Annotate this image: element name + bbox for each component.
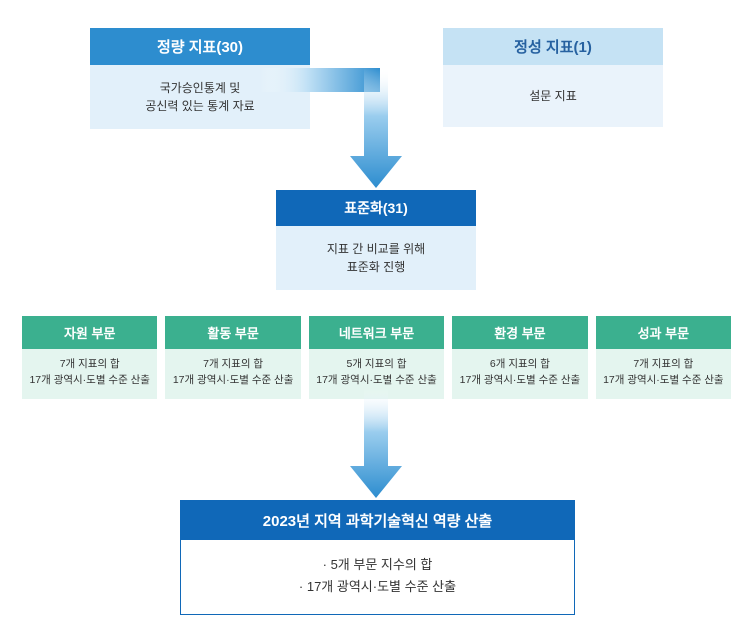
sector-environment: 환경 부문 6개 지표의 합 17개 광역시·도별 수준 산출 (452, 316, 587, 399)
sector-line1: 5개 지표의 합 (311, 357, 442, 373)
std-desc-line2: 표준화 진행 (280, 258, 472, 276)
sector-header: 활동 부문 (165, 316, 300, 349)
standardize-title: 표준화(31) (276, 190, 476, 226)
sector-line1: 7개 지표의 합 (167, 357, 298, 373)
sector-activity: 활동 부문 7개 지표의 합 17개 광역시·도별 수준 산출 (165, 316, 300, 399)
sector-body: 7개 지표의 합 17개 광역시·도별 수준 산출 (596, 349, 731, 399)
final-title: 2023년 지역 과학기술혁신 역량 산출 (181, 501, 574, 540)
horizontal-arrow (260, 60, 430, 100)
qual-box: 정성 지표(1) 설문 지표 (443, 28, 663, 129)
sector-body: 7개 지표의 합 17개 광역시·도별 수준 산출 (165, 349, 300, 399)
std-desc-line1: 지표 간 비교를 위해 (280, 240, 472, 258)
sector-line2: 17개 광역시·도별 수준 산출 (167, 373, 298, 389)
sector-header: 자원 부문 (22, 316, 157, 349)
down-arrow-2 (350, 388, 402, 498)
sector-body: 6개 지표의 합 17개 광역시·도별 수준 산출 (452, 349, 587, 399)
sector-network: 네트워크 부문 5개 지표의 합 17개 광역시·도별 수준 산출 (309, 316, 444, 399)
qual-body: 설문 지표 (443, 65, 663, 127)
final-box: 2023년 지역 과학기술혁신 역량 산출 · 5개 부문 지수의 합 · 17… (180, 500, 575, 615)
sector-line1: 7개 지표의 합 (24, 357, 155, 373)
qual-title: 정성 지표(1) (443, 28, 663, 65)
sector-line2: 17개 광역시·도별 수준 산출 (598, 373, 729, 389)
sector-line1: 7개 지표의 합 (598, 357, 729, 373)
sector-body: 7개 지표의 합 17개 광역시·도별 수준 산출 (22, 349, 157, 399)
qual-desc: 설문 지표 (449, 87, 657, 105)
sectors-row: 자원 부문 7개 지표의 합 17개 광역시·도별 수준 산출 활동 부문 7개… (22, 316, 731, 399)
down-arrow-1 (350, 68, 402, 188)
sector-result: 성과 부문 7개 지표의 합 17개 광역시·도별 수준 산출 (596, 316, 731, 399)
final-body: · 5개 부문 지수의 합 · 17개 광역시·도별 수준 산출 (181, 540, 574, 614)
sector-header: 네트워크 부문 (309, 316, 444, 349)
sector-line1: 6개 지표의 합 (454, 357, 585, 373)
standardize-box: 표준화(31) 지표 간 비교를 위해 표준화 진행 (276, 190, 476, 290)
sector-line2: 17개 광역시·도별 수준 산출 (311, 373, 442, 389)
standardize-body: 지표 간 비교를 위해 표준화 진행 (276, 226, 476, 290)
sector-line2: 17개 광역시·도별 수준 산출 (24, 373, 155, 389)
final-bullet-1: · 5개 부문 지수의 합 (181, 554, 574, 576)
final-bullet-2: · 17개 광역시·도별 수준 산출 (181, 576, 574, 598)
sector-header: 성과 부문 (596, 316, 731, 349)
sector-header: 환경 부문 (452, 316, 587, 349)
sector-line2: 17개 광역시·도별 수준 산출 (454, 373, 585, 389)
sector-resource: 자원 부문 7개 지표의 합 17개 광역시·도별 수준 산출 (22, 316, 157, 399)
